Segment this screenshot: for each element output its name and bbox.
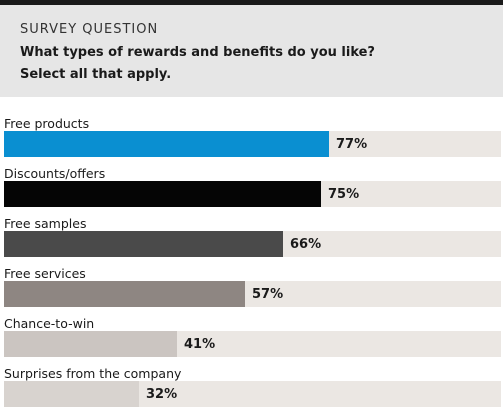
question-line-2: Select all that apply. <box>20 67 172 82</box>
bar-value-label: 77% <box>336 137 368 152</box>
survey-question: What types of rewards and benefits do yo… <box>20 42 490 86</box>
bar-category-label: Discounts/offers <box>4 166 106 181</box>
survey-kicker: SURVEY QUESTION <box>20 22 159 37</box>
bar-track: 41% <box>4 331 501 357</box>
bar-row: Chance-to-win 41% <box>0 316 503 366</box>
bar-track: 32% <box>4 381 501 407</box>
question-line-1: What types of rewards and benefits do yo… <box>20 45 375 60</box>
bar-category-label: Surprises from the company <box>4 366 182 381</box>
bar <box>4 381 139 407</box>
bar-value-label: 32% <box>146 387 178 402</box>
bar <box>4 181 321 207</box>
bar <box>4 331 177 357</box>
bar-track: 77% <box>4 131 501 157</box>
bar-track: 66% <box>4 231 501 257</box>
bar-row: Free samples 66% <box>0 216 503 266</box>
bar-row: Surprises from the company 32% <box>0 366 503 416</box>
bar-row: Discounts/offers 75% <box>0 166 503 216</box>
bar <box>4 281 245 307</box>
bar-category-label: Free samples <box>4 216 87 231</box>
bar-value-label: 66% <box>290 237 322 252</box>
bar-category-label: Free products <box>4 116 90 131</box>
bar-value-label: 57% <box>252 287 284 302</box>
bar-value-label: 75% <box>328 187 360 202</box>
bar-value-label: 41% <box>184 337 216 352</box>
survey-header: SURVEY QUESTION What types of rewards an… <box>0 5 503 97</box>
bar <box>4 231 283 257</box>
bar <box>4 131 329 157</box>
bar-track: 57% <box>4 281 501 307</box>
top-rule <box>0 0 503 5</box>
bar-category-label: Free services <box>4 266 86 281</box>
bar-category-label: Chance-to-win <box>4 316 95 331</box>
bar-track: 75% <box>4 181 501 207</box>
bar-row: Free services 57% <box>0 266 503 316</box>
bar-row: Free products 77% <box>0 116 503 166</box>
